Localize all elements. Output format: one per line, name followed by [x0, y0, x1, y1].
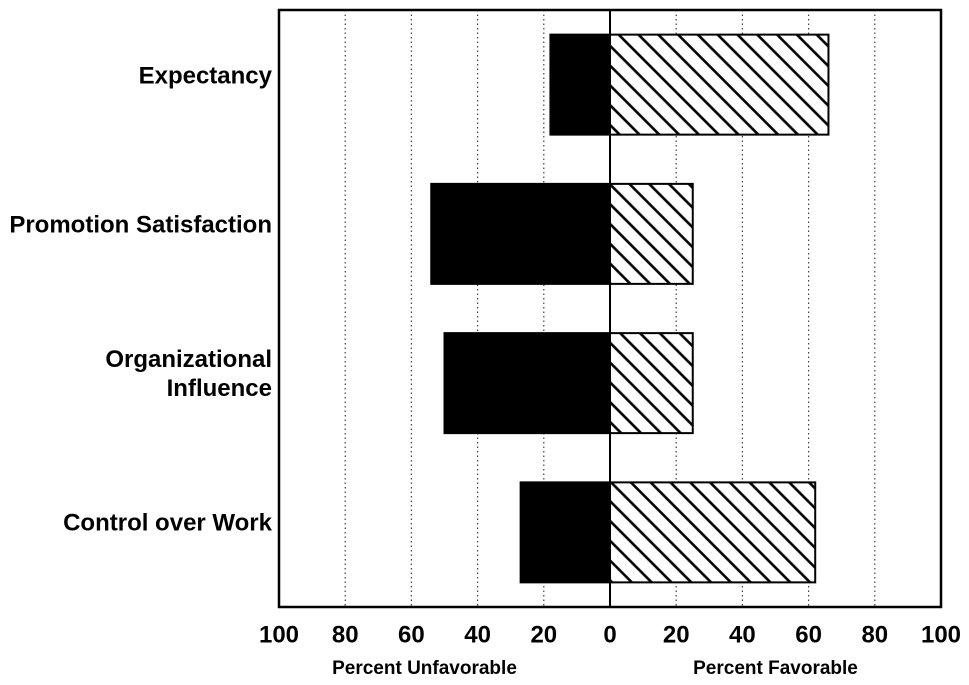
category-label: Organizational Influence [105, 346, 272, 403]
plot-frame [277, 8, 943, 609]
bar [549, 33, 611, 136]
category-label: Expectancy [138, 62, 272, 90]
bar [609, 182, 694, 285]
x-tick-label: 80 [861, 621, 888, 648]
x-tick-label: 100 [921, 621, 961, 648]
x-tick-label: 40 [464, 621, 491, 648]
category-label: Promotion Satisfaction [9, 211, 272, 239]
x-tick-label: 80 [332, 621, 359, 648]
x-axis-label: Percent Unfavorable [332, 658, 517, 679]
x-tick-label: 100 [259, 621, 299, 648]
bar [443, 332, 611, 435]
category-label: Control over Work [63, 509, 272, 537]
bar [609, 33, 830, 136]
bar [519, 481, 612, 584]
bar [430, 182, 612, 285]
x-tick-label: 0 [603, 621, 616, 648]
x-tick-label: 60 [795, 621, 822, 648]
bar [609, 481, 817, 584]
x-tick-label: 40 [729, 621, 756, 648]
x-tick-label: 60 [398, 621, 425, 648]
bar [609, 332, 694, 435]
x-axis-label: Percent Favorable [693, 658, 858, 679]
x-tick-label: 20 [530, 621, 557, 648]
x-tick-label: 20 [663, 621, 690, 648]
